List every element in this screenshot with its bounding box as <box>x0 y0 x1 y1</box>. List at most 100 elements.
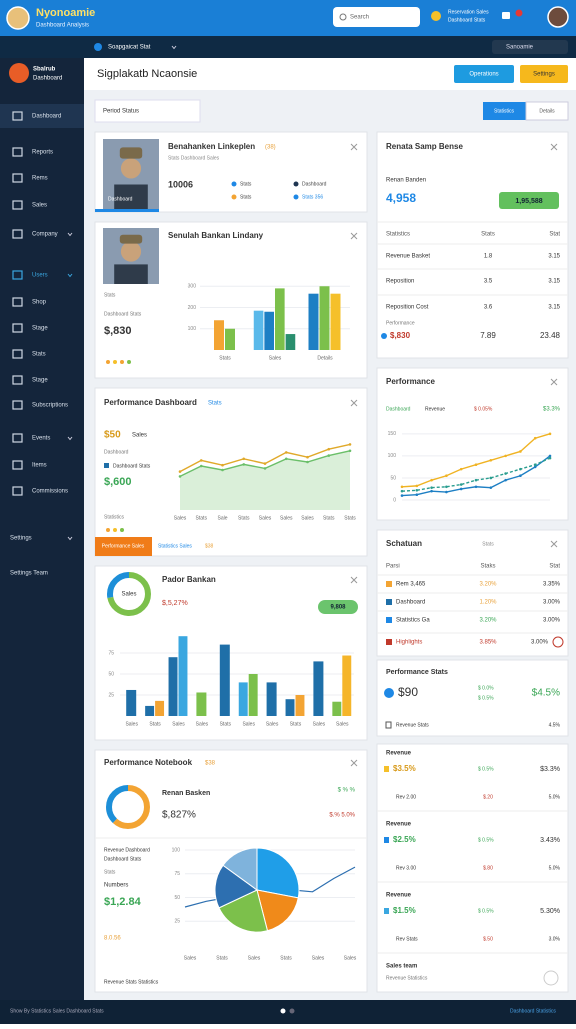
tab[interactable] <box>95 537 152 556</box>
group-title: Revenue <box>386 822 412 828</box>
x-tick-label: Sales <box>269 355 282 361</box>
footer-label: Revenue Stats Statistics <box>104 979 159 985</box>
close-icon[interactable] <box>550 143 558 151</box>
button-label[interactable]: Settings <box>533 72 555 78</box>
point <box>400 494 404 497</box>
nav-item[interactable]: Shop <box>32 300 47 306</box>
cell: Stats <box>481 232 495 238</box>
caret <box>171 45 177 50</box>
value: $,600 <box>104 476 132 488</box>
nav-icon <box>12 147 23 157</box>
breadcrumb[interactable]: Soapgaicat Stat <box>108 45 151 51</box>
group-note: Rev 3.00 <box>396 865 416 871</box>
label: Performance <box>386 320 415 326</box>
card <box>376 131 569 359</box>
bar <box>126 689 137 716</box>
note: 8.0.56 <box>104 936 121 942</box>
cell: Reposition Cost <box>386 305 429 311</box>
tab-label[interactable]: Statistics Sales <box>158 543 192 549</box>
nav-item[interactable]: Stage <box>32 326 48 332</box>
group-note: $.50 <box>483 936 493 942</box>
group-note: $.80 <box>483 865 493 871</box>
bar <box>295 695 305 716</box>
nav-icon <box>12 460 23 470</box>
y-tick-label: 50 <box>108 671 114 677</box>
y-tick-label: 150 <box>388 431 397 437</box>
sub-button[interactable] <box>492 40 568 54</box>
toggle[interactable] <box>483 102 526 120</box>
x-tick-label: Sale <box>217 515 227 521</box>
sub-button-label[interactable]: Sanoamie <box>506 45 534 51</box>
x-tick-label: Details <box>317 355 333 361</box>
nav-item[interactable]: Events <box>32 436 50 442</box>
x-tick-label: Sales <box>174 515 187 521</box>
tag: $38 <box>205 761 216 767</box>
close-icon[interactable] <box>550 378 558 386</box>
close-icon[interactable] <box>350 232 358 240</box>
close-icon[interactable] <box>350 576 358 584</box>
photo-body <box>114 264 148 284</box>
tab-label[interactable]: Performance Sales <box>102 543 145 549</box>
point <box>348 443 352 446</box>
label: Stats <box>104 869 116 875</box>
nav-item[interactable]: Items <box>32 463 47 469</box>
value: 4,958 <box>386 191 416 205</box>
nav-item[interactable]: Reports <box>32 150 53 156</box>
bell-icon <box>515 9 523 17</box>
point <box>474 485 478 489</box>
cell: Statistics <box>386 232 410 238</box>
footer-subtitle: Revenue Statistics <box>386 975 428 981</box>
close-icon[interactable] <box>550 540 558 548</box>
button-label[interactable]: Operations <box>469 72 498 78</box>
nav-item[interactable]: Company <box>32 232 58 238</box>
donut-label: Sales <box>121 592 136 598</box>
dot <box>106 360 110 364</box>
pie-slice <box>256 889 299 932</box>
subtitle: Stats Dashboard Sales <box>168 155 220 161</box>
close-icon[interactable] <box>350 399 358 407</box>
pie-slice <box>222 847 258 891</box>
brand: Sbalrub <box>33 67 56 73</box>
close-icon[interactable] <box>350 759 358 767</box>
nav-item[interactable]: Stats <box>32 352 46 358</box>
y-tick-label: 100 <box>172 847 181 853</box>
filter-label[interactable]: Period Status <box>103 109 139 115</box>
stat-dot <box>293 194 299 200</box>
nav-footer[interactable]: Settings Team <box>10 571 48 577</box>
nav-item[interactable]: Rems <box>32 176 48 182</box>
filter[interactable] <box>94 99 201 123</box>
nav-item[interactable]: Sales <box>32 203 47 209</box>
cell: Rem 3,465 <box>396 582 426 588</box>
nav-item[interactable]: Dashboard <box>32 114 61 120</box>
button[interactable] <box>520 65 568 83</box>
y-tick-label: 100 <box>388 453 397 459</box>
cell: 3.6 <box>484 305 493 311</box>
point <box>306 455 309 459</box>
search-box[interactable] <box>333 7 420 27</box>
point <box>178 475 182 478</box>
toggle-label[interactable]: Statistics <box>494 108 515 114</box>
nav-item[interactable]: Users <box>32 273 48 279</box>
notice-text: Reservation Sales <box>448 9 489 15</box>
nav-item[interactable]: Subscriptions <box>32 403 68 409</box>
sidebar <box>0 58 84 1000</box>
nav-icon <box>12 200 23 210</box>
nav-item[interactable]: Stage <box>32 378 48 384</box>
x-tick-label: Stats <box>149 721 161 727</box>
dot <box>113 528 117 532</box>
message-icon[interactable] <box>502 12 510 19</box>
nav-item[interactable]: Commissions <box>32 489 68 495</box>
toggle[interactable] <box>525 101 569 121</box>
cell: 3.00% <box>543 600 561 606</box>
cell: Parsi <box>386 564 400 570</box>
point <box>548 456 552 460</box>
cell: Staks <box>480 564 495 570</box>
dot <box>113 360 117 364</box>
bar <box>264 311 274 350</box>
nav-section[interactable]: Settings <box>10 536 32 542</box>
footer-link[interactable]: Dashboard Statistics <box>510 1008 556 1014</box>
button[interactable] <box>454 65 514 83</box>
toggle-label[interactable]: Details <box>539 108 555 114</box>
close-icon[interactable] <box>350 143 358 151</box>
label: Statistics <box>104 514 125 520</box>
